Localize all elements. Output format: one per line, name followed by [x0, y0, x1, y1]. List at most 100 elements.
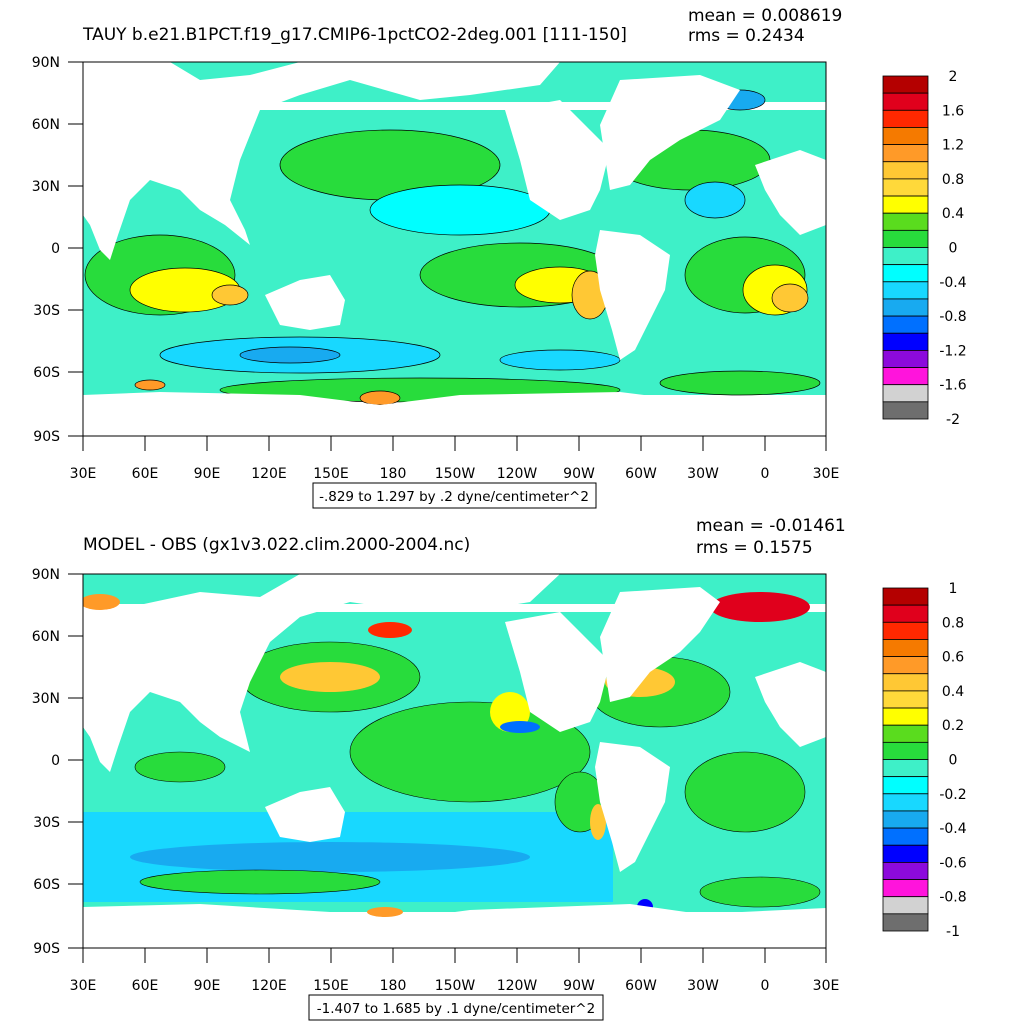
lat-tick-label: 30N [32, 179, 60, 195]
map-figure: TAUY b.e21.B1PCT.f19_g17.CMIP6-1pctCO2-2… [32, 6, 967, 509]
lon-tick-label: 180 [380, 978, 407, 994]
longitude-axis: 30E 60E 90E 120E 150E 180 150W 120W 90W … [70, 436, 839, 482]
colorbar-tick-label: 0.4 [942, 206, 964, 222]
range-note-box [312, 482, 597, 509]
latitude-axis: 90N 60N 30N 0 30S 60S 90S [32, 567, 83, 957]
lon-tick-label: 150E [313, 466, 349, 482]
lon-tick-label: 90E [194, 978, 221, 994]
map-figure: MODEL - OBS (gx1v3.022.clim.2000-2004.nc… [32, 516, 967, 1021]
lat-tick-label: 0 [51, 753, 60, 769]
colorbar-swatch [882, 332, 929, 351]
colorbar-swatch [882, 621, 929, 640]
mean-label: mean = -0.01461 [696, 516, 846, 536]
colorbar-tick-label: -0.2 [939, 787, 966, 803]
colorbar-tick-label: -1.2 [939, 343, 966, 359]
lon-tick-label: 30E [70, 978, 97, 994]
colorbar-swatch [882, 75, 929, 94]
colorbar-tick-label: -0.8 [939, 890, 966, 906]
colorbar-tick-label: 0.8 [942, 172, 964, 188]
colorbar-swatch [882, 229, 929, 248]
colorbar-swatch [882, 144, 929, 163]
colorbar-tick-label: 2 [949, 69, 958, 85]
lat-tick-label: 0 [51, 241, 60, 257]
lon-tick-label: 180 [380, 466, 407, 482]
colorbar-swatch [882, 741, 929, 760]
lon-tick-label: 90E [194, 466, 221, 482]
lat-tick-label: 60N [32, 117, 60, 133]
colorbar-tick-label: 0.8 [942, 615, 964, 631]
lat-tick-label: 60S [33, 365, 60, 381]
colorbar-swatch [882, 349, 929, 368]
colorbar-swatch [882, 384, 929, 403]
colorbar-tick-label: -0.6 [939, 855, 966, 871]
colorbar-swatch [882, 827, 929, 846]
colorbar-swatch [882, 656, 929, 675]
colorbar-tick-label: 0.4 [942, 684, 964, 700]
colorbar-swatch [882, 587, 929, 606]
colorbar-swatch [882, 776, 929, 795]
colorbar-swatch [882, 844, 929, 863]
lat-tick-label: 60N [32, 629, 60, 645]
lon-tick-label: 30W [687, 466, 719, 482]
lon-tick-label: 30E [70, 466, 97, 482]
colorbar-tick-label: 1.6 [942, 103, 964, 119]
rms-label: rms = 0.2434 [688, 26, 805, 46]
lon-tick-label: 150W [435, 466, 476, 482]
colorbar-tick-label: -1.6 [939, 378, 966, 394]
map-field [83, 574, 826, 948]
colorbar-swatch [882, 178, 929, 197]
colorbar-swatch [882, 724, 929, 743]
lon-tick-label: 120E [251, 978, 287, 994]
colorbar-tick-label: -0.4 [939, 821, 966, 837]
colorbar-swatch [882, 161, 929, 180]
colorbar: 1 0.8 0.6 0.4 0.2 0 -0.2 -0.4 -0.6 -0.8 -1 [882, 581, 967, 940]
colorbar-swatch [882, 367, 929, 386]
colorbar-swatch [882, 109, 929, 128]
colorbar-swatch [882, 793, 929, 812]
lat-tick-label: 30N [32, 691, 60, 707]
map-field [83, 62, 826, 436]
lon-tick-label: 30E [813, 978, 840, 994]
colorbar-swatch [882, 281, 929, 300]
colorbar-swatch [882, 861, 929, 880]
lat-tick-label: 30S [33, 303, 60, 319]
colorbar-tick-label: -0.4 [939, 275, 966, 291]
range-note-box [308, 994, 604, 1021]
lon-tick-label: 150W [435, 978, 476, 994]
colorbar-tick-label: -1 [946, 924, 960, 940]
colorbar-tick-label: 0.2 [942, 718, 964, 734]
colorbar-swatch [882, 896, 929, 915]
colorbar-tick-label: 1 [949, 581, 958, 597]
lon-tick-label: 0 [761, 978, 770, 994]
colorbar-swatch [882, 690, 929, 709]
colorbar-tick-label: 1.2 [942, 138, 964, 154]
longitude-axis: 30E 60E 90E 120E 150E 180 150W 120W 90W … [70, 948, 840, 994]
lon-tick-label: 90W [563, 466, 595, 482]
map-title: TAUY b.e21.B1PCT.f19_g17.CMIP6-1pctCO2-2… [82, 25, 627, 45]
colorbar-swatch [882, 92, 929, 111]
colorbar-swatch [882, 315, 929, 334]
colorbar-swatch [882, 707, 929, 726]
lat-tick-label: 90S [33, 941, 60, 957]
colorbar-tick-label: -2 [946, 412, 960, 428]
latitude-axis: 90N 60N 30N 0 30S 60S 90S [32, 55, 83, 445]
lat-tick-label: 30S [33, 815, 60, 831]
lon-tick-label: 120W [497, 466, 538, 482]
rms-label: rms = 0.1575 [696, 538, 813, 558]
lon-tick-label: 120W [497, 978, 538, 994]
colorbar-swatch [882, 810, 929, 829]
colorbar-swatch [882, 195, 929, 214]
colorbar-swatch [882, 127, 929, 145]
colorbar-swatch [882, 212, 929, 231]
colorbar-swatch [882, 298, 929, 317]
lon-tick-label: 60E [132, 466, 159, 482]
colorbar-tick-label: 0.6 [942, 650, 964, 666]
lon-tick-label: 60E [132, 978, 159, 994]
colorbar-tick-label: 0 [949, 753, 958, 769]
lat-tick-label: 60S [33, 877, 60, 893]
lon-tick-label: 120E [251, 466, 287, 482]
colorbar-swatch [882, 759, 929, 778]
colorbar-swatch [882, 401, 929, 420]
panel-tauy-model: TAUY b.e21.B1PCT.f19_g17.CMIP6-1pctCO2-2… [32, 6, 967, 509]
colorbar-swatch [882, 247, 929, 266]
